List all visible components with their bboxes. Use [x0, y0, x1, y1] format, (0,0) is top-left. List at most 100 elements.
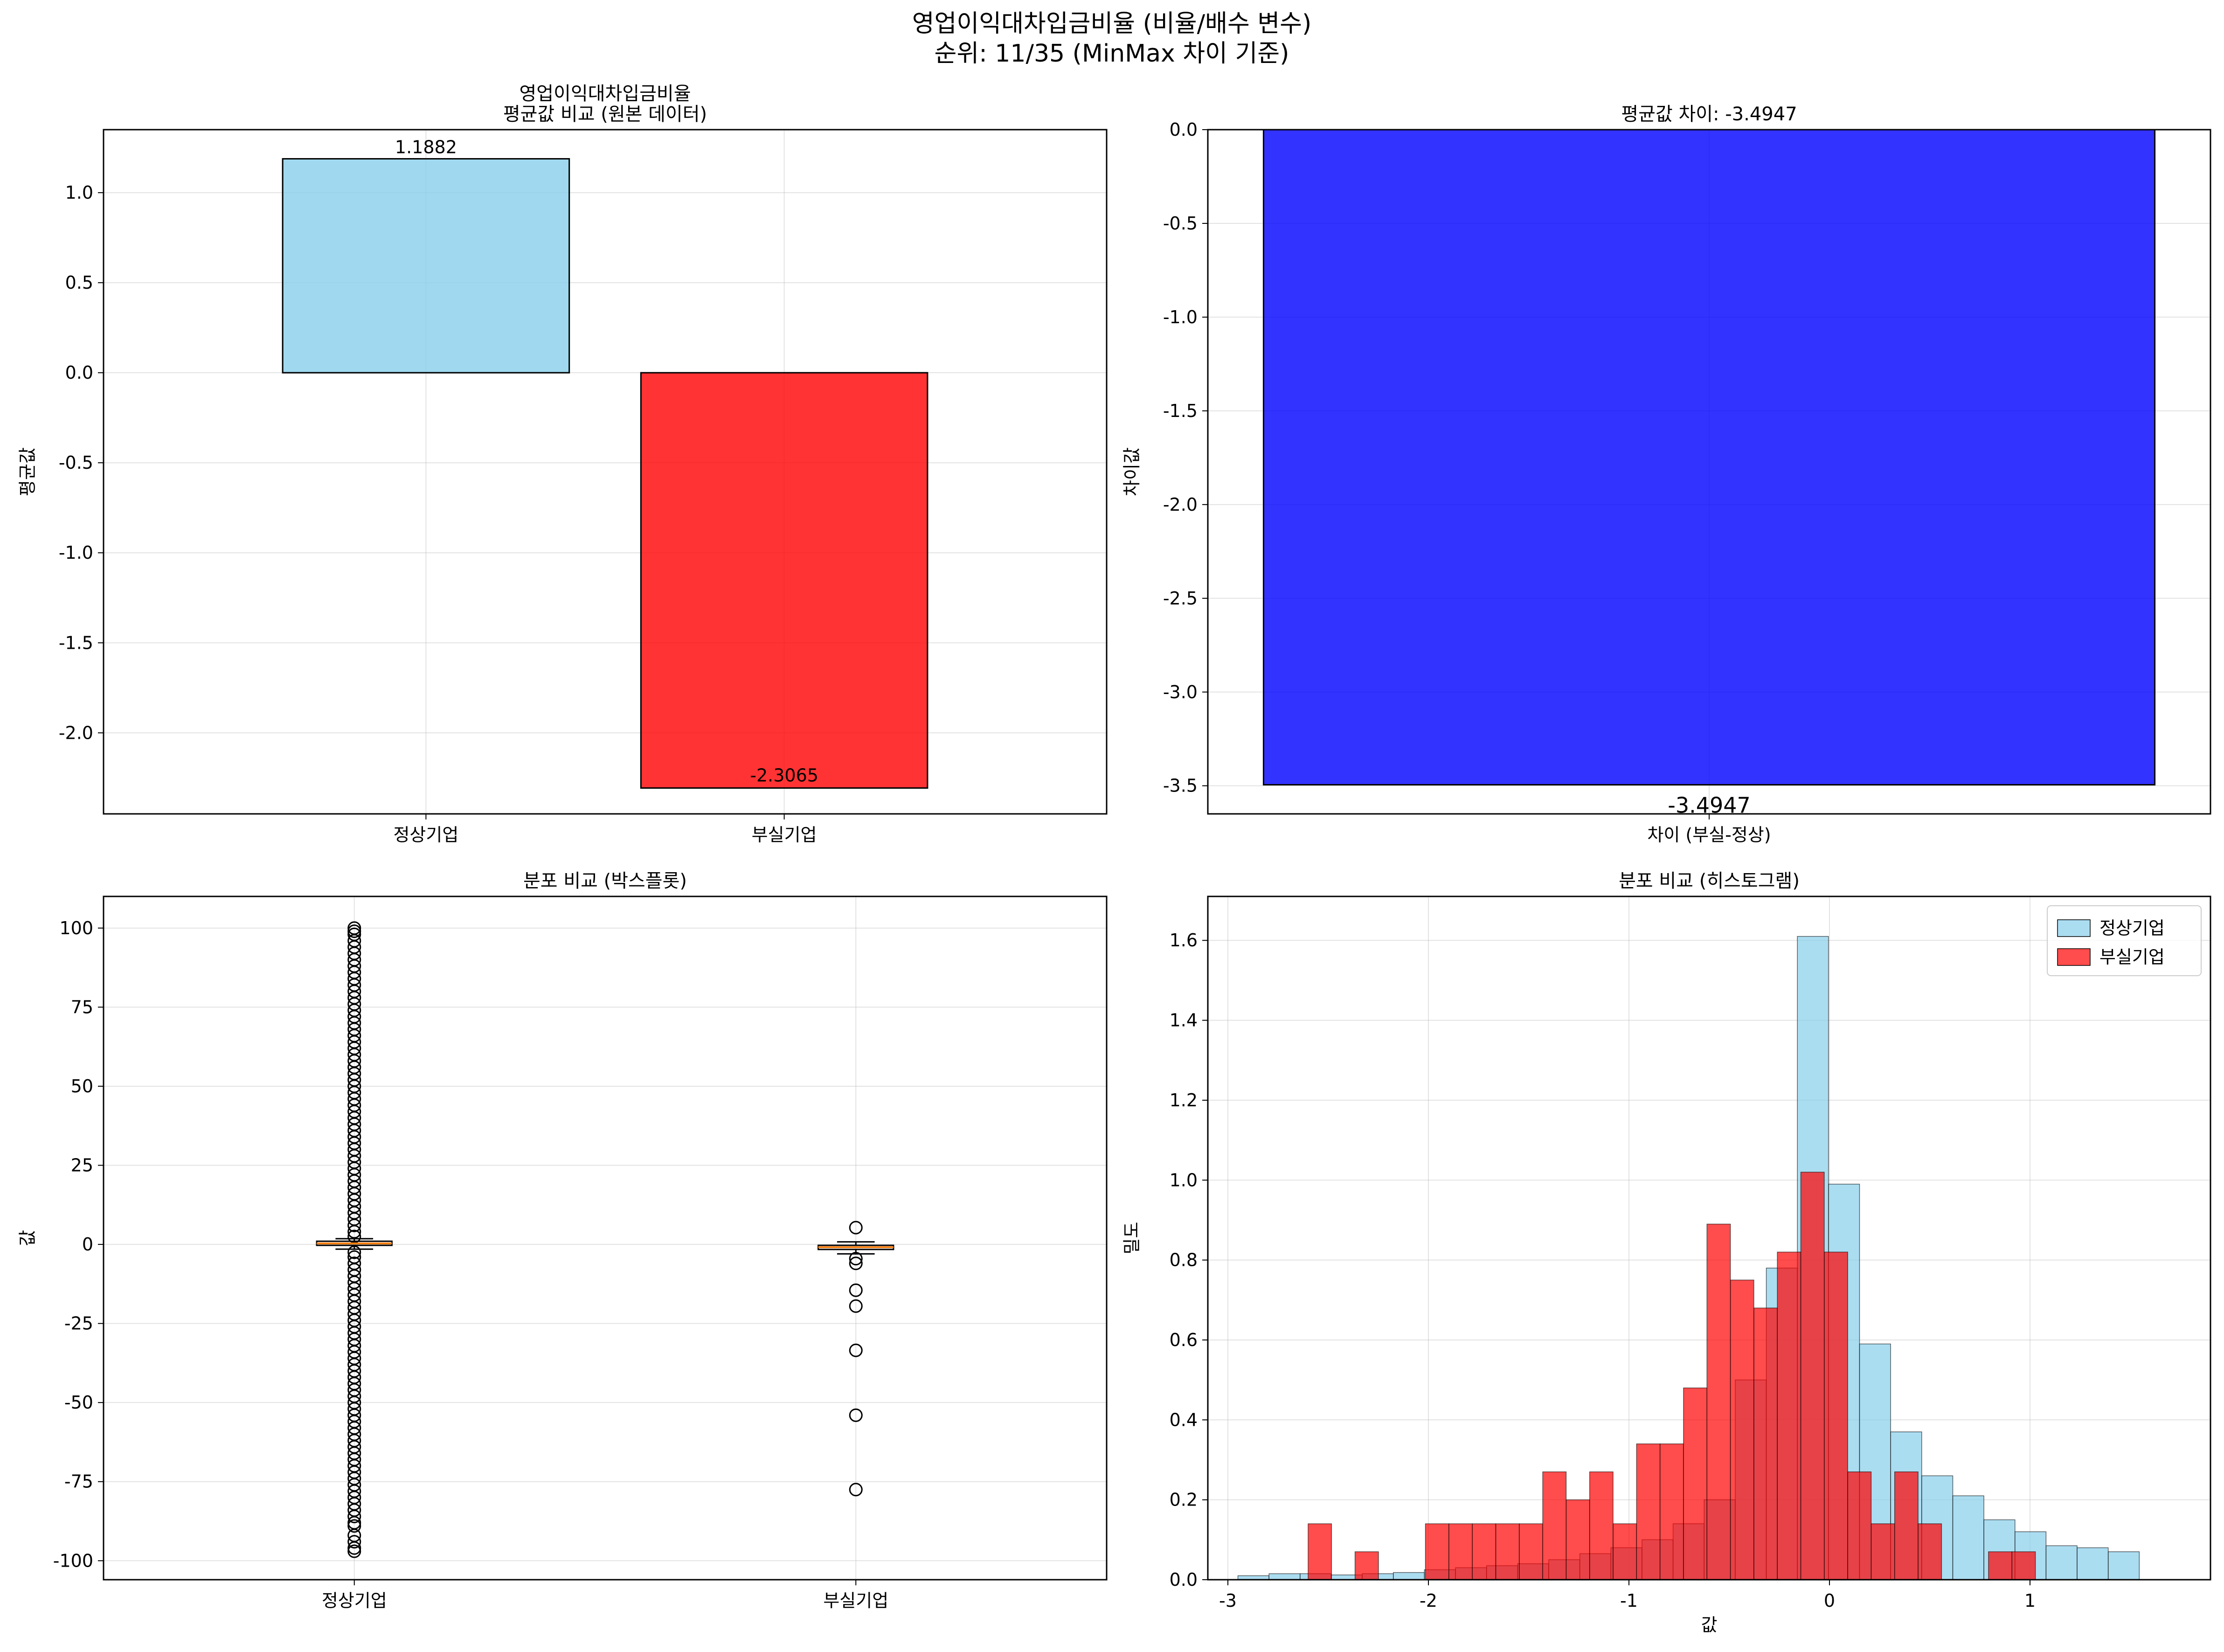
histogram-bin-distressed	[1706, 1223, 1731, 1580]
histogram-bin-normal	[1952, 1495, 1984, 1580]
y-tick-label: 1.0	[65, 182, 93, 203]
x-tick-label: 정상기업	[393, 825, 458, 845]
y-tick-label: -0.5	[59, 452, 93, 473]
axes-frame	[1207, 895, 2211, 1581]
y-tick-label: -25	[64, 1313, 93, 1334]
chart-title: 평균값 비교 (원본 데이터)	[503, 104, 707, 125]
y-tick-label: 1.4	[1170, 1010, 1198, 1031]
y-tick-label: -3.5	[1163, 776, 1198, 796]
y-tick-label: -75	[64, 1472, 93, 1492]
y-tick-label: 25	[71, 1155, 93, 1176]
x-tick-label: -1	[1620, 1590, 1638, 1611]
y-tick-label: -2.0	[59, 722, 93, 743]
figure-title-line1: 영업이익대차입금비율 (비율/배수 변수)	[912, 10, 1312, 38]
outlier-point	[849, 1221, 863, 1235]
mean-comparison-chart: -2.0 -1.5 -1.0 -0.5 0.0 0.5 1.0 1.1882 정상기업 -2.30…	[17, 83, 1108, 845]
outlier-point	[849, 1283, 863, 1297]
y-tick-label: -1.0	[1163, 307, 1198, 327]
x-tick-label: 0	[1824, 1590, 1835, 1611]
boxplot-chart: -100 -75 -50 -25 0 25 50 75 100 정상기업 부실기업 분포 비교 (박스…	[17, 870, 1108, 1611]
histogram-bin-distressed	[1613, 1523, 1637, 1580]
x-tick-label: -2	[1420, 1590, 1437, 1611]
outlier-point	[347, 1535, 361, 1549]
y-tick-label: -2.5	[1163, 588, 1198, 609]
histogram-bin-normal	[2107, 1551, 2140, 1580]
histogram-bin-distressed	[1308, 1523, 1332, 1580]
histogram-bin-distressed	[1847, 1471, 1872, 1580]
histogram-bin-distressed	[1659, 1443, 1684, 1580]
x-tick-label: 부실기업	[752, 825, 817, 845]
y-tick-label: 50	[71, 1076, 93, 1097]
y-tick-label: 0.2	[1170, 1490, 1198, 1510]
x-tick-label: 1	[2024, 1590, 2036, 1611]
outlier-point	[347, 921, 361, 935]
outlier-point	[347, 1256, 361, 1270]
outlier-point	[849, 1483, 863, 1497]
outlier-point	[347, 1544, 361, 1558]
y-tick-label: 75	[71, 997, 93, 1017]
histogram-bin-distressed	[2011, 1551, 2036, 1580]
legend-swatch	[2057, 919, 2091, 937]
chart-title: 분포 비교 (히스토그램)	[1619, 870, 1800, 892]
y-tick-label: -1.5	[1163, 401, 1198, 421]
axes-frame	[1207, 129, 2211, 815]
histogram-bin-distressed	[1589, 1471, 1614, 1580]
y-tick-label: -3.0	[1163, 682, 1198, 702]
histogram-bin-distressed	[1918, 1523, 1942, 1580]
histogram-bin-distressed	[1730, 1279, 1754, 1580]
y-tick-label: -1.5	[59, 632, 93, 653]
outlier-point	[347, 1245, 361, 1259]
outlier-point	[347, 1250, 361, 1264]
histogram-bin-distressed	[1448, 1523, 1473, 1580]
y-tick-label: 0.0	[1170, 1569, 1198, 1590]
y-tick-label: -100	[53, 1550, 93, 1571]
y-tick-label: 0.5	[65, 272, 93, 293]
mean-difference-chart: -3.5-3.0-2.5-2.0-1.5-1.0-0.50.0-3.4947차이…	[1122, 104, 2211, 845]
histogram-bin-distressed	[1425, 1523, 1449, 1580]
histogram-bin-distressed	[1753, 1307, 1778, 1580]
bar-distressed	[640, 372, 928, 789]
histogram-chart: 0.0 0.2 0.4 0.6 0.8 1.0 1.2 1.4 1.6 -3 -2 -1 0 1 분포 비교…	[1122, 870, 2211, 1635]
x-tick-label: -3	[1219, 1590, 1237, 1611]
axes-frame	[103, 895, 1108, 1581]
bar-value-label: -2.3065	[750, 765, 818, 786]
histogram-bin-distressed	[1636, 1443, 1661, 1580]
y-tick-label: 0.0	[1170, 119, 1198, 140]
chart-title: 영업이익대차입금비율	[520, 83, 691, 104]
y-axis-label: 차이값	[1122, 447, 1142, 496]
outlier-point	[849, 1408, 863, 1422]
histogram-bin-normal	[1268, 1573, 1301, 1580]
y-tick-label: 0.8	[1170, 1250, 1198, 1270]
histogram-bin-distressed	[1800, 1172, 1825, 1580]
outlier-point	[849, 1252, 863, 1266]
histogram-bin-distressed	[1354, 1551, 1379, 1580]
histogram-bin-normal	[2077, 1547, 2109, 1580]
y-tick-label: 0.0	[65, 362, 93, 383]
outlier-point	[347, 924, 361, 938]
bar-normal	[282, 158, 570, 374]
y-tick-label: 0.6	[1170, 1330, 1198, 1350]
outlier-point	[849, 1299, 863, 1313]
x-axis-label: 값	[1701, 1615, 1718, 1635]
histogram-bin-distressed	[1824, 1251, 1848, 1580]
y-tick-label: 1.6	[1170, 930, 1198, 951]
histogram-bin-distressed	[1566, 1499, 1590, 1580]
y-tick-label: -50	[64, 1392, 93, 1413]
histogram-bin-distressed	[1472, 1523, 1497, 1580]
legend-label: 정상기업	[2099, 918, 2165, 938]
histogram-bin-distressed	[1495, 1523, 1520, 1580]
histogram-bin-normal	[2045, 1545, 2078, 1580]
outlier-point	[849, 1343, 863, 1357]
outlier-point	[849, 1256, 863, 1270]
histogram-bin-normal	[1393, 1572, 1425, 1580]
y-tick-label: -2.0	[1163, 494, 1198, 515]
y-tick-label: 100	[59, 918, 93, 938]
outlier-point	[347, 927, 361, 941]
histogram-bin-distressed	[1988, 1551, 2013, 1580]
y-axis-label: 밀도	[1122, 1222, 1142, 1255]
y-tick-label: 1.0	[1170, 1170, 1198, 1190]
y-tick-label: 0.4	[1170, 1409, 1198, 1430]
histogram-bin-distressed	[1894, 1471, 1919, 1580]
